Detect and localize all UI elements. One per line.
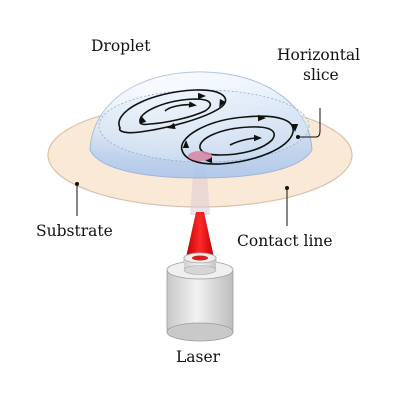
horizontal-slice-leader-dot [296, 135, 300, 139]
substrate-label: Substrate [36, 222, 113, 240]
laser-beam [185, 212, 215, 262]
droplet-highlight [90, 72, 312, 178]
contact-line-label: Contact line [237, 232, 333, 250]
left-vortex [118, 89, 227, 134]
horizontal-slice-leader [298, 108, 321, 138]
droplet-label: Droplet [91, 37, 151, 55]
horizontal-slice-label-line2: slice [303, 66, 339, 84]
laser-label: Laser [176, 348, 221, 366]
substrate-leader-dot [75, 182, 79, 186]
laser-spot [188, 151, 212, 161]
contact-line-leader-dot [285, 186, 289, 190]
laser-device [166, 252, 234, 342]
horizontal-slice-label-line1: Horizontal [277, 46, 360, 64]
